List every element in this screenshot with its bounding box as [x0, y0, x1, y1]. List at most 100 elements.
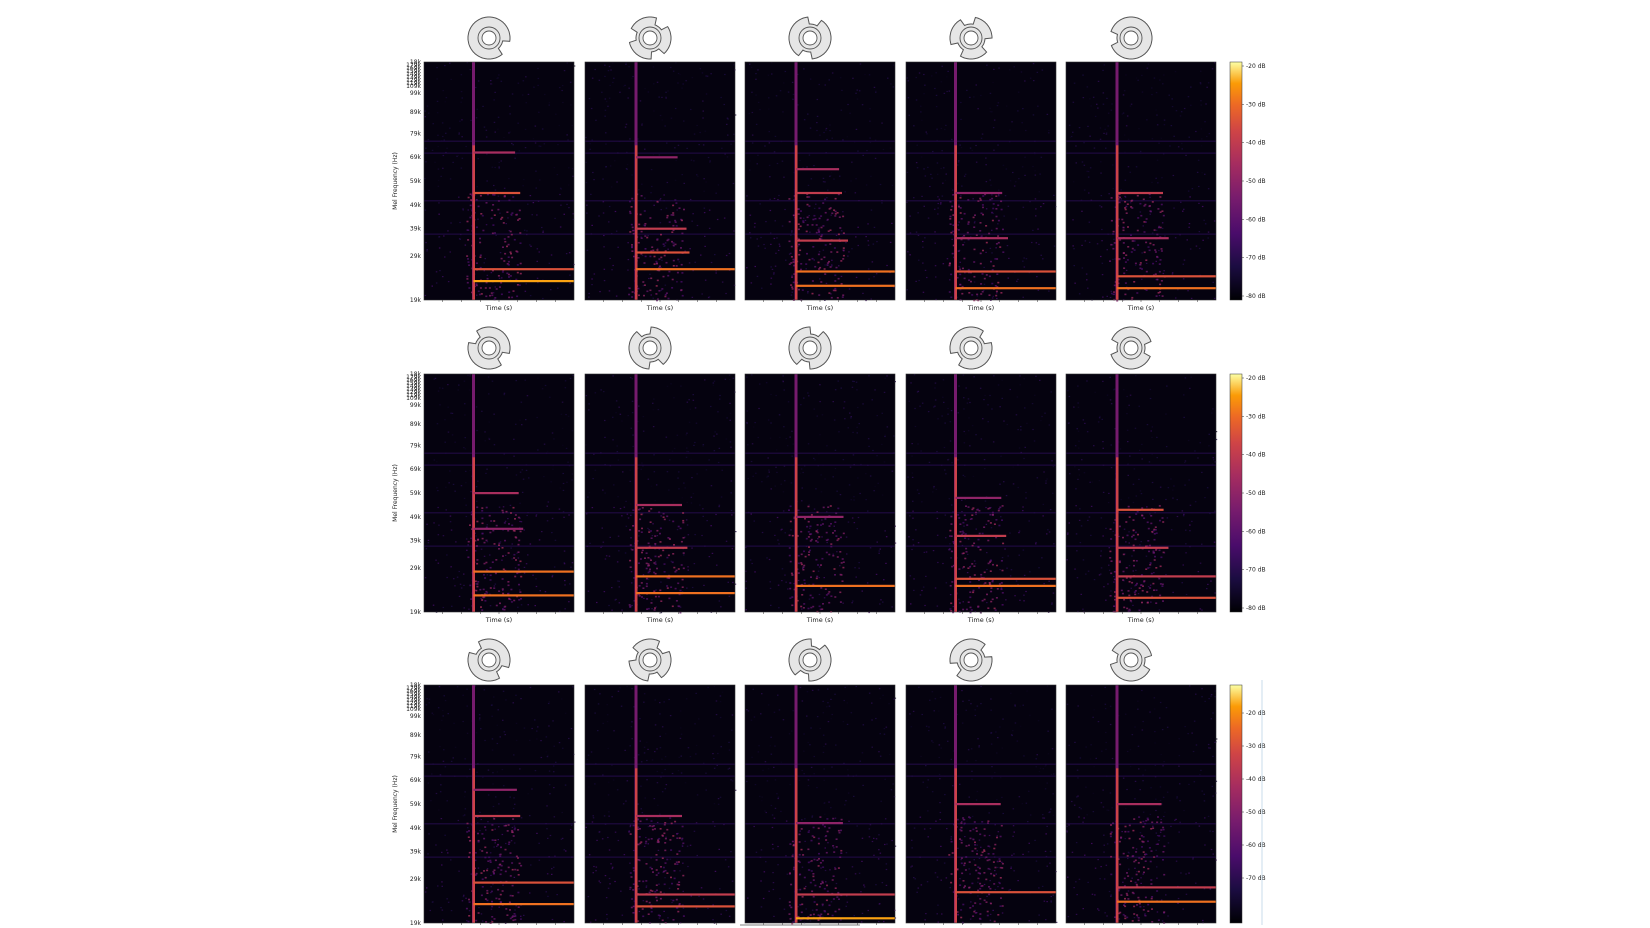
energy-speck	[790, 262, 793, 264]
noise-speck	[1158, 225, 1160, 227]
noise-speck	[623, 854, 626, 856]
noise-speck	[529, 244, 531, 246]
noise-speck	[850, 417, 852, 419]
onset-line-core	[1116, 145, 1119, 300]
energy-speck	[485, 569, 488, 571]
noise-speck	[1161, 227, 1164, 229]
noise-speck	[808, 215, 810, 217]
noise-speck	[1183, 259, 1186, 261]
energy-speck	[512, 818, 515, 820]
noise-speck	[1138, 128, 1140, 130]
noise-speck	[775, 466, 777, 468]
noise-speck	[969, 445, 971, 447]
noise-speck	[1073, 265, 1075, 267]
energy-speck	[826, 262, 829, 264]
energy-speck	[1131, 296, 1134, 299]
energy-speck	[837, 507, 840, 510]
noise-speck	[1024, 446, 1026, 448]
noise-speck	[693, 133, 696, 135]
noise-speck	[1015, 580, 1018, 582]
noise-speck	[730, 480, 733, 482]
noise-speck	[1032, 63, 1035, 65]
noise-speck	[913, 197, 915, 199]
energy-speck	[513, 599, 516, 602]
noise-speck	[489, 852, 492, 854]
energy-speck	[657, 555, 660, 558]
energy-speck	[967, 506, 970, 508]
noise-speck	[985, 181, 988, 183]
noise-speck	[427, 782, 430, 784]
noise-speck	[596, 601, 598, 604]
noise-speck	[803, 68, 805, 70]
noise-speck	[1087, 170, 1090, 173]
noise-speck	[698, 718, 700, 720]
noise-speck	[803, 217, 805, 219]
energy-speck	[1133, 240, 1136, 242]
noise-speck	[536, 260, 538, 262]
noise-speck	[435, 282, 438, 284]
noise-speck	[589, 921, 592, 923]
noise-speck	[958, 385, 960, 387]
noise-speck	[1018, 530, 1021, 532]
noise-speck	[1022, 108, 1024, 110]
noise-speck	[461, 119, 463, 121]
noise-speck	[875, 90, 877, 92]
noise-speck	[1051, 603, 1053, 605]
noise-speck	[626, 685, 628, 687]
noise-speck	[908, 400, 910, 402]
energy-speck	[489, 531, 492, 534]
noise-speck	[609, 883, 611, 885]
noise-speck	[617, 839, 620, 842]
energy-speck	[680, 247, 682, 249]
noise-speck	[653, 798, 656, 800]
noise-speck	[1036, 71, 1039, 73]
energy-speck	[1149, 210, 1152, 212]
energy-speck	[654, 595, 657, 598]
noise-speck	[774, 265, 777, 267]
spectrogram-panel: Time (s)	[905, 373, 1057, 624]
noise-speck	[564, 580, 566, 582]
energy-speck	[477, 290, 480, 293]
energy-speck	[500, 869, 503, 871]
energy-speck	[655, 262, 658, 265]
noise-speck	[529, 295, 532, 297]
energy-speck	[818, 237, 821, 240]
noise-speck	[914, 407, 916, 410]
noise-speck	[553, 771, 555, 773]
noise-speck	[640, 468, 642, 470]
energy-speck	[484, 856, 487, 859]
noise-speck	[980, 94, 982, 97]
noise-speck	[1024, 156, 1026, 158]
noise-speck	[527, 554, 529, 556]
noise-speck	[793, 172, 795, 174]
energy-speck	[493, 818, 496, 820]
energy-speck	[796, 599, 799, 602]
energy-speck	[633, 577, 636, 579]
energy-speck	[950, 550, 953, 553]
noise-speck	[800, 404, 802, 406]
noise-speck	[480, 728, 482, 730]
noise-speck	[675, 159, 677, 162]
noise-speck	[930, 173, 932, 175]
noise-speck	[631, 174, 633, 176]
noise-speck	[966, 553, 969, 555]
noise-speck	[889, 241, 892, 243]
noise-speck	[637, 138, 639, 140]
noise-speck	[1149, 388, 1152, 391]
noise-speck	[536, 214, 538, 216]
energy-speck	[1118, 218, 1120, 221]
energy-speck	[484, 846, 487, 849]
noise-speck	[1089, 167, 1092, 169]
energy-speck	[842, 532, 845, 535]
noise-speck	[546, 828, 548, 830]
noise-speck	[563, 563, 566, 565]
energy-speck	[810, 538, 813, 541]
noise-speck	[871, 261, 874, 263]
harmonic-line	[1117, 546, 1169, 549]
noise-speck	[542, 231, 544, 233]
energy-speck	[507, 260, 510, 263]
noise-speck	[661, 758, 663, 760]
energy-speck	[508, 291, 511, 293]
energy-speck	[649, 289, 652, 292]
energy-speck	[991, 598, 994, 601]
